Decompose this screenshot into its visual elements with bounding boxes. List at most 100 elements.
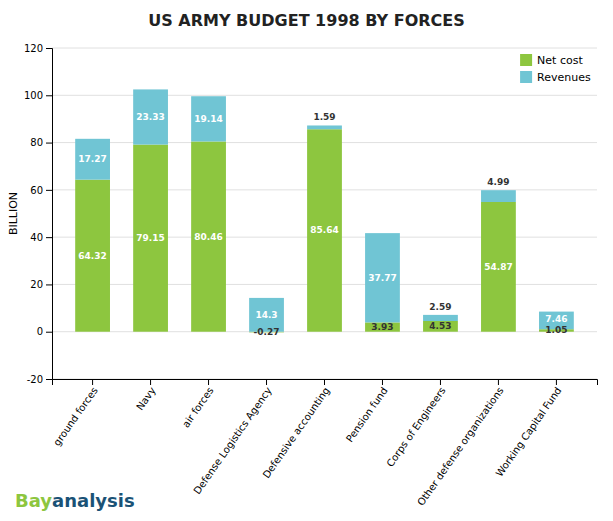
- annotation: Bay: [15, 490, 52, 511]
- data-label: 64.32: [78, 251, 106, 261]
- annotation: analysis: [52, 490, 135, 511]
- legend-label: Revenues: [537, 71, 591, 84]
- x-tick: air forces: [180, 379, 216, 430]
- y-tick-mark: [46, 284, 52, 285]
- data-label: 85.64: [310, 225, 338, 235]
- annotations: Bayanalysis: [15, 490, 135, 511]
- y-tick-mark: [46, 332, 52, 333]
- legend-label: Net cost: [537, 54, 583, 67]
- y-tick-label: 100: [24, 90, 43, 101]
- y-axis: -20 0 20 40 60 80 100 120: [24, 43, 53, 385]
- x-tick-label: Other defense organizations: [415, 385, 505, 508]
- x-tick-mark: [266, 379, 267, 385]
- x-tick-label: Corps of Engineers: [384, 385, 447, 469]
- bar-segment: [75, 180, 110, 332]
- data-label: -0.27: [254, 327, 280, 337]
- bar-segment: [365, 233, 400, 322]
- data-label: 2.59: [429, 302, 451, 312]
- legend-swatch: [520, 54, 532, 66]
- series-0: [75, 129, 574, 332]
- bar-segment: [75, 139, 110, 180]
- x-tick: Pension fund: [344, 379, 390, 444]
- x-tick-mark: [150, 379, 151, 385]
- data-label: 7.46: [545, 314, 567, 324]
- x-tick-label: Defensive accounting: [261, 385, 332, 480]
- y-tick-label: 40: [30, 232, 43, 243]
- bar-segment: [133, 145, 168, 332]
- y-tick-mark: [46, 143, 52, 144]
- y-tick-label: -20: [27, 374, 43, 385]
- data-label: 80.46: [194, 232, 222, 242]
- x-tick-label: ground forces: [51, 385, 100, 448]
- x-tick: Other defense organizations: [415, 379, 505, 508]
- y-tick: -20: [27, 374, 52, 385]
- bar-segment: [191, 141, 226, 331]
- data-labels: 64.32 17.27 79.15 23.33 80.46 19.14 -0.27 14.3 8…: [78, 112, 567, 337]
- bar-segment: [365, 322, 400, 331]
- grid: [52, 48, 597, 379]
- y-axis-title: BILLION: [7, 192, 20, 235]
- bar-segment: [133, 89, 168, 144]
- y-tick-mark: [46, 190, 52, 191]
- x-tick: Defensive accounting: [261, 379, 332, 480]
- x-tick-label: Navy: [134, 385, 158, 412]
- x-tick: Corps of Engineers: [384, 379, 447, 469]
- x-tick-mark: [208, 379, 209, 385]
- data-label: 1.59: [313, 112, 335, 122]
- y-tick: 120: [24, 43, 52, 54]
- x-tick-mark: [556, 379, 557, 385]
- x-tick: Navy: [134, 379, 158, 412]
- y-tick-label: 0: [37, 326, 43, 337]
- y-tick-mark: [46, 237, 52, 238]
- x-tick-label: Defense Logistics Agency: [191, 385, 273, 496]
- y-tick: 20: [30, 279, 52, 290]
- data-label: 14.3: [255, 310, 277, 320]
- bar-segment: [481, 190, 516, 202]
- data-label: 3.93: [371, 322, 393, 332]
- legend-item: Net cost: [520, 54, 583, 67]
- x-tick-mark: [382, 379, 383, 385]
- y-tick: 100: [24, 90, 52, 101]
- y-tick: 40: [30, 232, 52, 243]
- data-label: 4.53: [429, 321, 451, 331]
- data-label: 23.33: [136, 112, 164, 122]
- grid-line: [52, 48, 597, 49]
- bar-segment: [423, 321, 458, 332]
- chart: -20 0 20 40 60 80 100 120 ground forces Navy air f…: [0, 0, 613, 521]
- y-tick: 60: [30, 185, 52, 196]
- y-tick: 80: [30, 137, 52, 148]
- bar-segment: [307, 129, 342, 331]
- data-label: 17.27: [78, 154, 106, 164]
- data-label: 4.99: [487, 177, 509, 187]
- y-tick-mark: [46, 48, 52, 49]
- x-tick: Working Capital Fund: [494, 379, 564, 479]
- x-tick-mark: [92, 379, 93, 385]
- x-tick-mark: [324, 379, 325, 385]
- data-label: 79.15: [136, 233, 164, 243]
- x-tick-label: air forces: [180, 385, 216, 429]
- bar-segment: [481, 202, 516, 332]
- y-tick-label: 80: [30, 137, 43, 148]
- y-axis-line: [46, 49, 53, 380]
- series-1: [75, 89, 574, 331]
- x-axis-line: [53, 380, 598, 386]
- data-label: 37.77: [368, 273, 396, 283]
- legend: Net cost Revenues: [520, 54, 591, 84]
- y-tick: 0: [37, 326, 52, 337]
- x-tick: ground forces: [51, 379, 100, 448]
- bar-segment: [307, 125, 342, 129]
- y-tick-label: 20: [30, 279, 43, 290]
- legend-item: Revenues: [520, 71, 591, 84]
- x-tick-label: Working Capital Fund: [494, 385, 564, 478]
- x-tick-label: Pension fund: [344, 385, 390, 444]
- data-label: 1.05: [545, 325, 567, 335]
- data-label: 54.87: [484, 262, 512, 272]
- data-label: 19.14: [194, 114, 222, 124]
- x-axis: ground forces Navy air forcesDefense Logis…: [51, 379, 597, 508]
- x-tick-mark: [498, 379, 499, 385]
- y-tick-label: 120: [24, 43, 43, 54]
- x-tick-mark: [440, 379, 441, 385]
- bar-segment: [423, 315, 458, 321]
- y-tick-mark: [46, 379, 52, 380]
- bars: [75, 89, 574, 332]
